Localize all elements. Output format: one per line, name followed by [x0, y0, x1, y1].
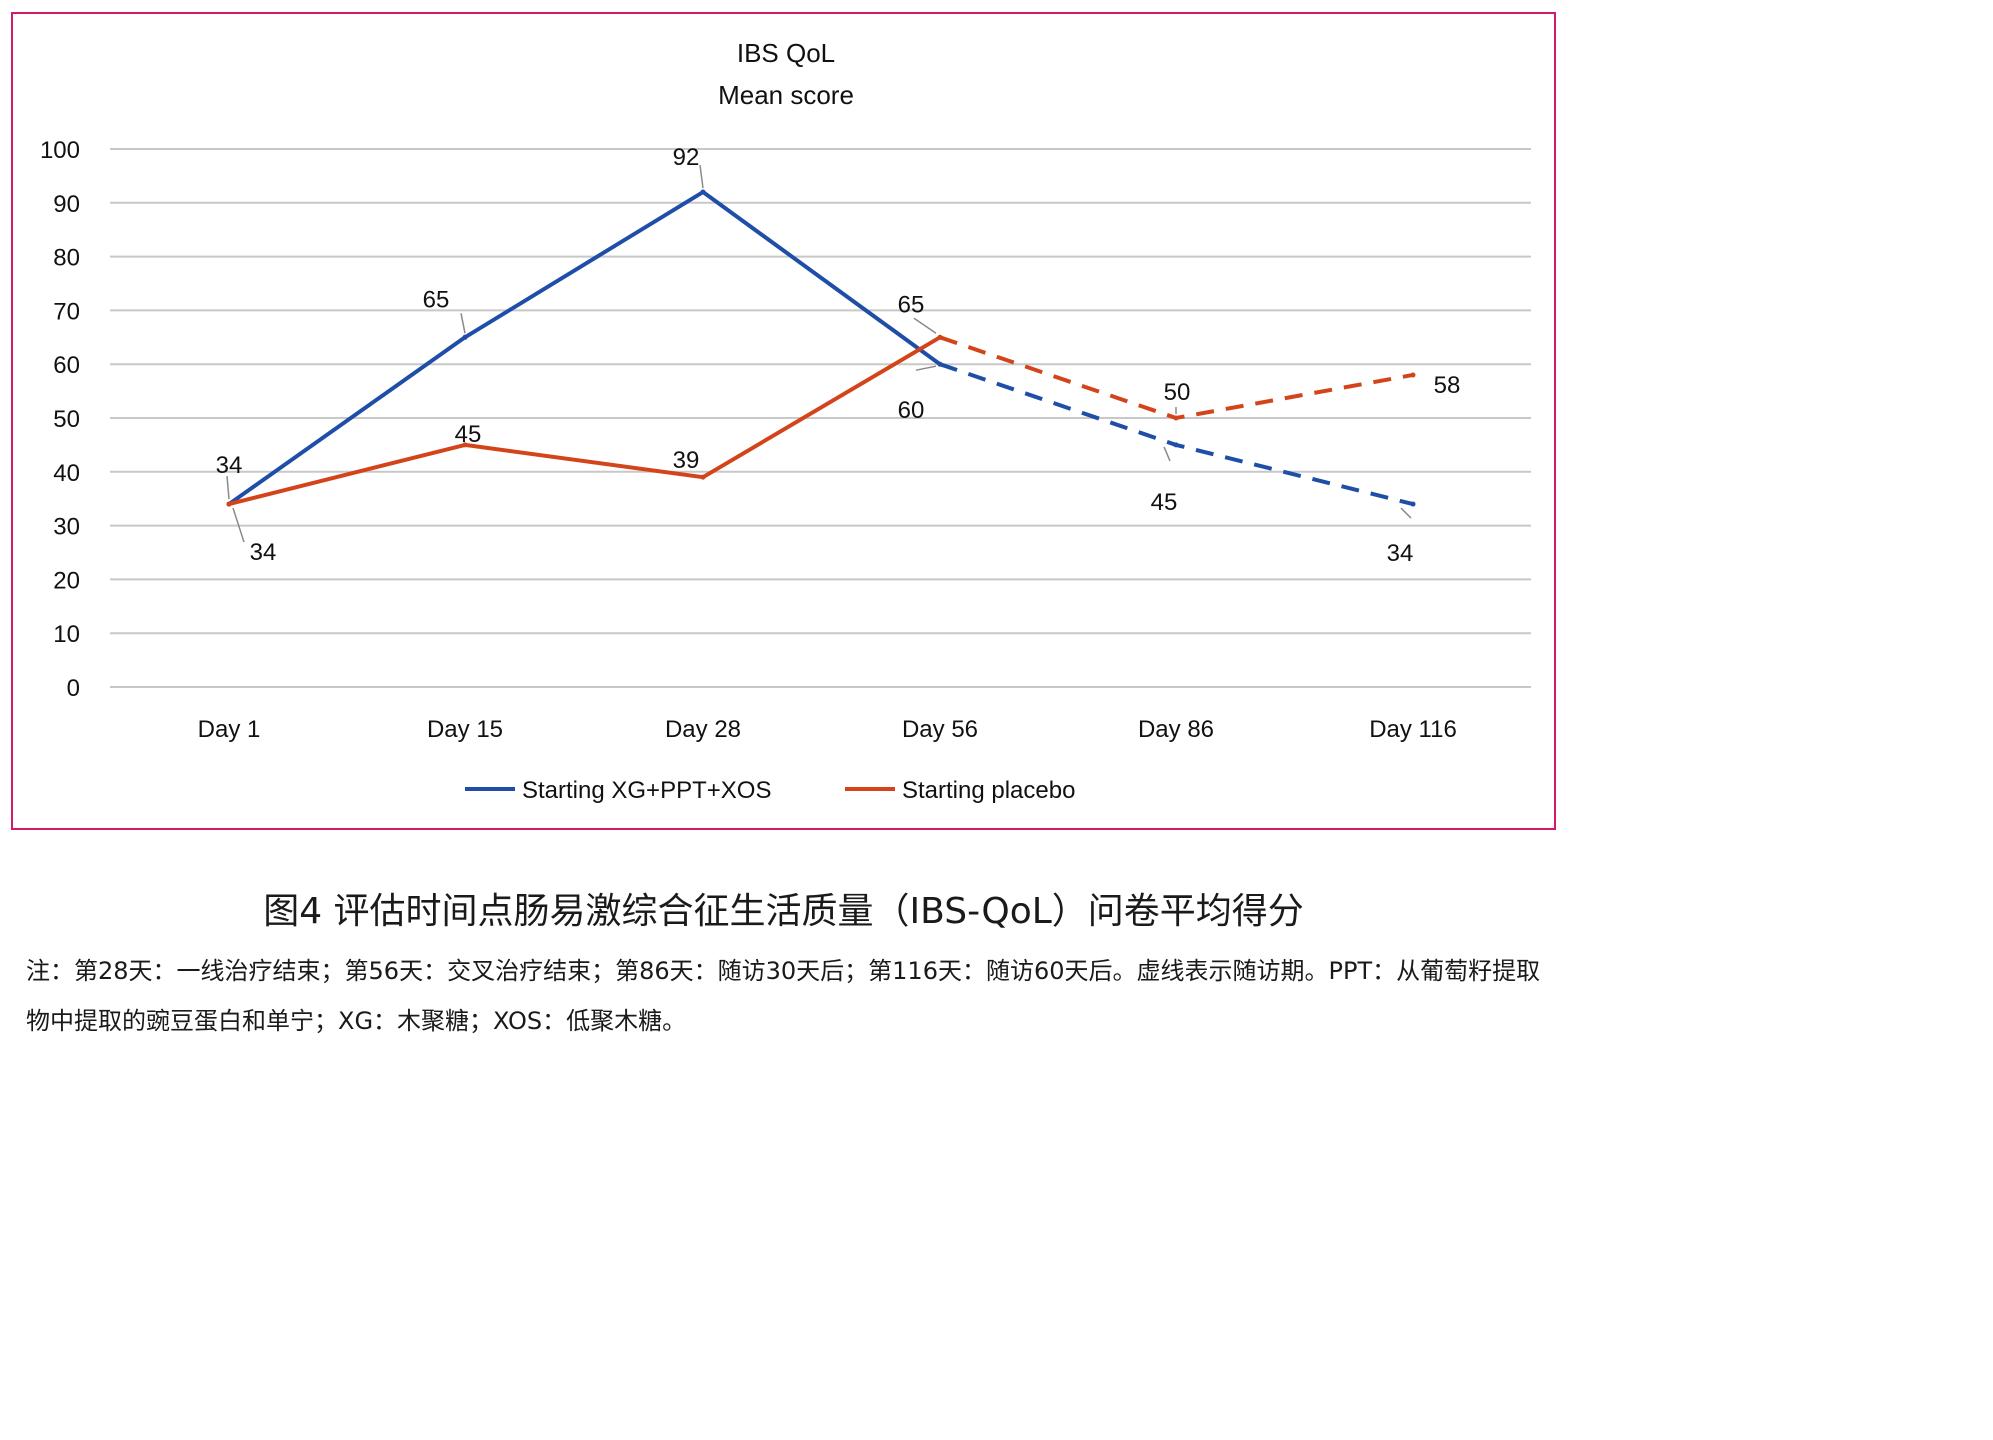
legend-label-1: Starting placebo [902, 777, 1075, 804]
series-0-point-5 [1410, 501, 1416, 507]
y-tick-label-0: 0 [67, 675, 80, 702]
y-tick-label-90: 90 [53, 191, 80, 218]
x-tick-label-5: Day 116 [1369, 716, 1457, 743]
y-tick-label-40: 40 [53, 460, 80, 487]
legend-label-0: Starting XG+PPT+XOS [522, 777, 771, 804]
series-1-point-5 [1410, 372, 1416, 378]
series-1-data-label-2: 39 [673, 447, 700, 474]
x-tick-label-1: Day 15 [427, 716, 503, 743]
legend: Starting XG+PPT+XOS Starting placebo [465, 777, 1075, 804]
series-1-data-label-0: 34 [250, 539, 277, 566]
series-1-data-label-3: 65 [898, 291, 925, 318]
series-0-data-label-3: 60 [898, 397, 925, 424]
series-1-point-3 [937, 334, 943, 340]
y-tick-label-100: 100 [40, 137, 80, 164]
series-0-data-label-4: 45 [1151, 489, 1178, 516]
series-lines [226, 189, 1416, 507]
series-0-data-label-2: 92 [673, 144, 700, 171]
series-0-leader-4 [1163, 446, 1171, 462]
series-0-solid-line [227, 190, 942, 506]
series-1-leader-3 [913, 317, 937, 334]
chart-frame [11, 12, 1556, 830]
x-axis-ticks: Day 1 Day 15 Day 28 Day 56 Day 86 Day 116 [198, 716, 1457, 743]
series-1-point-0 [226, 501, 232, 507]
series-0-point-2 [700, 189, 706, 195]
series-0-data-label-0: 34 [216, 452, 243, 479]
series-1-point-1 [462, 442, 468, 448]
y-tick-label-80: 80 [53, 245, 80, 272]
y-axis-ticks: 0 10 20 30 40 50 60 70 80 90 100 [40, 137, 80, 702]
y-tick-label-70: 70 [53, 298, 80, 325]
data-labels: 34 65 92 60 45 34 34 45 39 65 50 58 [216, 144, 1461, 567]
chart-title: IBS QoL [737, 38, 835, 68]
series-1-data-label-4: 50 [1164, 379, 1191, 406]
series-1-data-label-5: 58 [1434, 372, 1461, 399]
y-tick-label-10: 10 [53, 621, 80, 648]
series-0-data-label-1: 65 [423, 286, 450, 313]
series-0-leader-3 [915, 365, 937, 371]
gridlines [110, 148, 1531, 688]
series-0-point-3 [937, 361, 943, 367]
series-1-point-4 [1173, 415, 1179, 421]
y-tick-label-60: 60 [53, 352, 80, 379]
chart-subtitle: Mean score [718, 80, 854, 110]
y-tick-label-30: 30 [53, 514, 80, 541]
series-0-leader-2 [699, 164, 704, 189]
series-0-leader-1 [460, 313, 466, 334]
figure-caption-note: 注：第28天：一线治疗结束；第56天：交叉治疗结束；第86天：随访30天后；第1… [26, 957, 1541, 1035]
x-tick-label-3: Day 56 [902, 716, 978, 743]
series-0-point-4 [1173, 442, 1179, 448]
series-0-point-1 [462, 334, 468, 340]
series-1-data-label-1: 45 [455, 421, 482, 448]
series-1-leader-0 [232, 507, 245, 543]
series-0-leader-5 [1400, 507, 1412, 519]
series-0-leader-0 [226, 476, 230, 500]
x-tick-label-4: Day 86 [1138, 716, 1214, 743]
series-1-solid-line [228, 335, 942, 507]
figure-caption-title: 图4 评估时间点肠易激综合征生活质量（IBS-QoL）问卷平均得分 [263, 891, 1304, 932]
y-tick-label-20: 20 [53, 567, 80, 594]
series-1-point-2 [700, 474, 706, 480]
y-tick-label-50: 50 [53, 406, 80, 433]
line-chart: IBS QoL Mean score 0 10 20 30 40 50 60 70 80 90 10… [40, 38, 1531, 804]
x-tick-label-0: Day 1 [198, 716, 261, 743]
series-0-data-label-5: 34 [1387, 540, 1414, 567]
x-tick-label-2: Day 28 [665, 716, 741, 743]
